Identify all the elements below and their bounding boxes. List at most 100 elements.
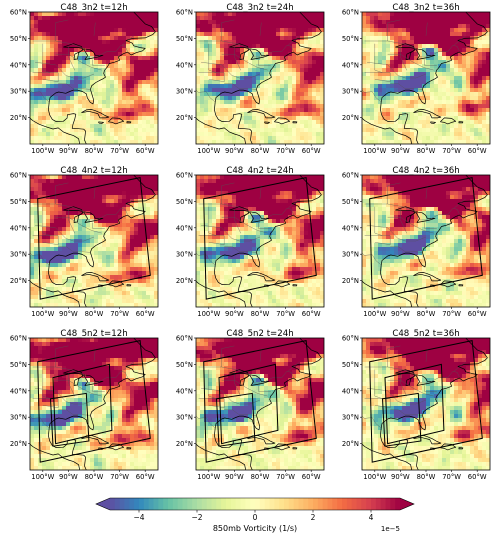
lat-tick-label: 50°N (176, 35, 193, 43)
lat-tick-label: 30°N (10, 414, 27, 422)
colorbar-tick-label: 4 (369, 513, 374, 522)
panel-title: C48_5n2 t=24h (226, 329, 293, 339)
vorticity-field (192, 175, 324, 307)
lat-tick-label: 30°N (342, 414, 359, 422)
lat-tick-label: 40°N (342, 387, 359, 395)
colorbar-tick-label: 2 (311, 513, 316, 522)
lon-tick-label: 80°W (251, 147, 270, 155)
vorticity-field (192, 12, 324, 144)
panel-title: C48_3n2 t=36h (392, 3, 459, 13)
lon-tick-label: 70°W (276, 147, 295, 155)
lon-tick-label: 100°W (31, 310, 54, 318)
panel-title: C48_3n2 t=24h (226, 3, 293, 13)
lat-tick-label: 20°N (10, 277, 27, 285)
lon-tick-label: 70°W (110, 473, 129, 481)
lat-tick-label: 30°N (176, 251, 193, 259)
lat-tick-label: 30°N (342, 251, 359, 259)
lon-tick-label: 100°W (363, 310, 386, 318)
lon-tick-label: 80°W (85, 310, 104, 318)
lon-tick-label: 60°W (468, 310, 487, 318)
lon-tick-label: 90°W (225, 147, 244, 155)
lon-tick-label: 100°W (31, 473, 54, 481)
lon-tick-label: 100°W (363, 473, 386, 481)
colorbar-tick-label: 0 (253, 513, 258, 522)
lon-tick-label: 70°W (110, 310, 129, 318)
panel-title: C48_4n2 t=36h (392, 166, 459, 176)
lon-tick-label: 80°W (85, 147, 104, 155)
vorticity-field (358, 338, 490, 470)
lat-tick-label: 60°N (10, 9, 27, 17)
lon-tick-label: 90°W (391, 147, 410, 155)
colorbar-tick-label: −4 (133, 513, 144, 522)
lat-tick-label: 50°N (342, 35, 359, 43)
lat-tick-label: 60°N (342, 9, 359, 17)
colorbar-exponent: 1e−5 (381, 525, 400, 533)
lat-tick-label: 30°N (10, 251, 27, 259)
lat-tick-label: 30°N (342, 88, 359, 96)
panel-title: C48_5n2 t=12h (60, 329, 127, 339)
lat-tick-label: 50°N (10, 35, 27, 43)
lat-tick-label: 40°N (10, 224, 27, 232)
lon-tick-label: 70°W (110, 147, 129, 155)
lat-tick-label: 60°N (342, 172, 359, 180)
lat-tick-label: 60°N (176, 335, 193, 343)
lon-tick-label: 100°W (31, 147, 54, 155)
lat-tick-label: 60°N (10, 172, 27, 180)
lon-tick-label: 60°W (468, 147, 487, 155)
lon-tick-label: 80°W (417, 147, 436, 155)
lat-tick-label: 60°N (342, 335, 359, 343)
colorbar-tick-label: −2 (191, 513, 202, 522)
lon-tick-label: 70°W (442, 147, 461, 155)
vorticity-field (26, 175, 158, 307)
lat-tick-label: 30°N (10, 88, 27, 96)
panel-title: C48_5n2 t=36h (392, 329, 459, 339)
lon-tick-label: 80°W (417, 473, 436, 481)
lon-tick-label: 60°W (302, 310, 321, 318)
lon-tick-label: 70°W (442, 473, 461, 481)
lat-tick-label: 20°N (176, 277, 193, 285)
vorticity-field (358, 12, 490, 144)
lon-tick-label: 90°W (391, 310, 410, 318)
lat-tick-label: 20°N (176, 114, 193, 122)
lat-tick-label: 20°N (342, 277, 359, 285)
colorbar-label: 850mb Vorticity (1/s) (213, 524, 297, 533)
lon-tick-label: 70°W (442, 310, 461, 318)
lat-tick-label: 20°N (10, 114, 27, 122)
lon-tick-label: 60°W (468, 473, 487, 481)
lat-tick-label: 20°N (342, 440, 359, 448)
lat-tick-label: 50°N (10, 361, 27, 369)
lat-tick-label: 30°N (176, 414, 193, 422)
lon-tick-label: 70°W (276, 310, 295, 318)
lon-tick-label: 60°W (136, 473, 155, 481)
lat-tick-label: 50°N (10, 198, 27, 206)
map-panel: C48_4n2 t=36h 20°N 30°N 40°N 50°N 60°N 100°W 90… (342, 166, 490, 318)
lon-tick-label: 90°W (225, 310, 244, 318)
lon-tick-label: 90°W (59, 473, 78, 481)
lon-tick-label: 100°W (197, 147, 220, 155)
lon-tick-label: 70°W (276, 473, 295, 481)
lon-tick-label: 100°W (363, 147, 386, 155)
lat-tick-label: 20°N (342, 114, 359, 122)
lon-tick-label: 90°W (59, 310, 78, 318)
lat-tick-label: 40°N (176, 224, 193, 232)
lon-tick-label: 100°W (197, 310, 220, 318)
lon-tick-label: 80°W (85, 473, 104, 481)
lon-tick-label: 60°W (302, 147, 321, 155)
panel-title: C48_4n2 t=12h (60, 166, 127, 176)
lat-tick-label: 40°N (342, 224, 359, 232)
lat-tick-label: 60°N (176, 172, 193, 180)
lon-tick-label: 90°W (225, 473, 244, 481)
lat-tick-label: 60°N (10, 335, 27, 343)
lat-tick-label: 50°N (342, 198, 359, 206)
colorbar: −4 −2 0 2 4 850mb Vorticity (1/s) 1e−5 (96, 498, 414, 533)
lat-tick-label: 40°N (10, 387, 27, 395)
lon-tick-label: 60°W (136, 310, 155, 318)
lat-tick-label: 50°N (342, 361, 359, 369)
lat-tick-label: 60°N (176, 9, 193, 17)
lon-tick-label: 60°W (302, 473, 321, 481)
